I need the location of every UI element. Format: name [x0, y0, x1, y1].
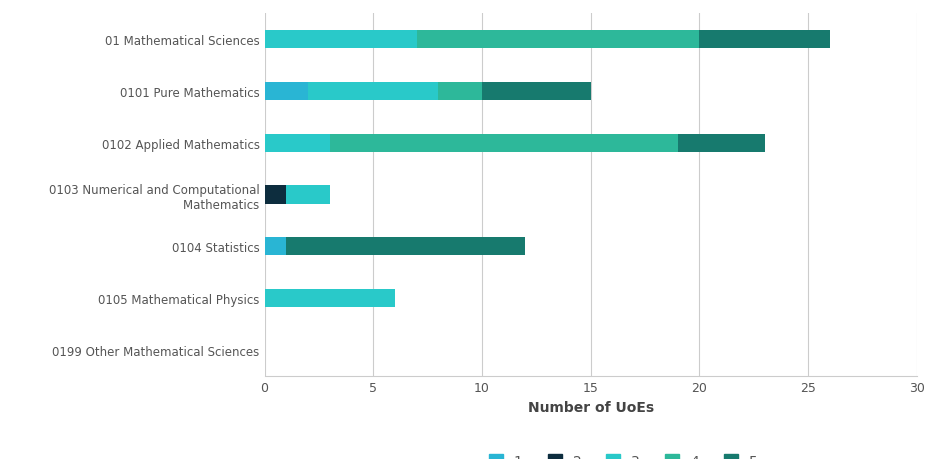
X-axis label: Number of UoEs: Number of UoEs — [527, 400, 653, 414]
Bar — [264, 186, 286, 204]
Bar — [308, 83, 438, 101]
Bar — [286, 238, 525, 256]
Bar — [416, 31, 699, 49]
Bar — [264, 31, 416, 49]
Bar — [438, 83, 481, 101]
Bar — [677, 134, 764, 152]
Bar — [481, 83, 590, 101]
Bar — [699, 31, 829, 49]
Bar — [264, 83, 308, 101]
Bar — [264, 290, 395, 308]
Bar — [286, 186, 329, 204]
Bar — [264, 238, 286, 256]
Bar — [329, 134, 677, 152]
Bar — [264, 134, 329, 152]
Legend: 1, 2, 3, 4, 5: 1, 2, 3, 4, 5 — [482, 448, 763, 459]
